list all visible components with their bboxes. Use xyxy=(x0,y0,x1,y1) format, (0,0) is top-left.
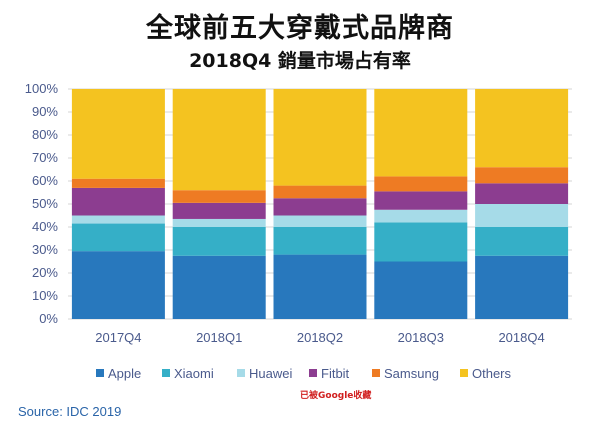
bar-segment xyxy=(172,89,266,191)
x-tick-label: 2018Q2 xyxy=(297,330,343,345)
bar-segment xyxy=(273,89,367,186)
legend-label: Xiaomi xyxy=(174,366,214,381)
x-tick-label: 2018Q3 xyxy=(398,330,444,345)
y-tick-label: 100% xyxy=(25,81,59,96)
bar-segment xyxy=(273,227,367,255)
legend-label: Samsung xyxy=(384,366,439,381)
legend-swatch xyxy=(237,369,245,377)
y-tick-label: 40% xyxy=(32,219,58,234)
bar-segment xyxy=(172,202,266,219)
bar-segment xyxy=(475,167,569,184)
legend-swatch xyxy=(162,369,170,377)
legend-swatch xyxy=(309,369,317,377)
y-tick-label: 60% xyxy=(32,173,58,188)
bar-segment xyxy=(172,227,266,256)
bar-segment xyxy=(71,178,165,188)
legend-swatch xyxy=(460,369,468,377)
bar-segment xyxy=(71,187,165,216)
bar-segment xyxy=(475,89,569,168)
y-tick-label: 80% xyxy=(32,127,58,142)
source-note: Source: IDC 2019 xyxy=(18,404,122,419)
legend-label: Fitbit xyxy=(321,366,350,381)
bar-segment xyxy=(71,89,165,179)
bar-segment xyxy=(374,209,468,223)
legend-swatch xyxy=(96,369,104,377)
legend-label: Huawei xyxy=(249,366,292,381)
bar-segment xyxy=(172,218,266,227)
watermark-text: 已被Google收藏 xyxy=(300,391,372,401)
bar-segment xyxy=(374,222,468,262)
bar-segment xyxy=(273,185,367,199)
bar-segment xyxy=(475,255,569,319)
y-tick-label: 0% xyxy=(39,311,58,326)
bar-segment xyxy=(273,198,367,216)
x-tick-label: 2018Q4 xyxy=(498,330,544,345)
y-tick-label: 90% xyxy=(32,104,58,119)
y-tick-label: 50% xyxy=(32,196,58,211)
bar-segment xyxy=(273,215,367,227)
bar-segment xyxy=(374,176,468,192)
x-tick-label: 2017Q4 xyxy=(95,330,141,345)
bar-segment xyxy=(374,191,468,210)
bar-segment xyxy=(71,223,165,252)
bar-segment xyxy=(475,227,569,256)
legend-swatch xyxy=(372,369,380,377)
bar-segment xyxy=(71,251,165,319)
chart-subtitle: 2018Q4 銷量市場占有率 xyxy=(189,50,411,72)
y-tick-label: 10% xyxy=(32,288,58,303)
legend-label: Others xyxy=(472,366,512,381)
y-tick-label: 70% xyxy=(32,150,58,165)
legend-label: Apple xyxy=(108,366,141,381)
y-tick-label: 30% xyxy=(32,242,58,257)
x-tick-label: 2018Q1 xyxy=(196,330,242,345)
bar-segment xyxy=(475,183,569,204)
bar-segment xyxy=(273,254,367,319)
bar-segment xyxy=(71,215,165,224)
chart-title: 全球前五大穿戴式品牌商 xyxy=(146,13,454,44)
bar-segment xyxy=(172,255,266,319)
bar-segment xyxy=(374,89,468,177)
bar-segment xyxy=(374,261,468,319)
y-tick-label: 20% xyxy=(32,265,58,280)
bar-segment xyxy=(475,204,569,227)
bar-segment xyxy=(172,190,266,203)
